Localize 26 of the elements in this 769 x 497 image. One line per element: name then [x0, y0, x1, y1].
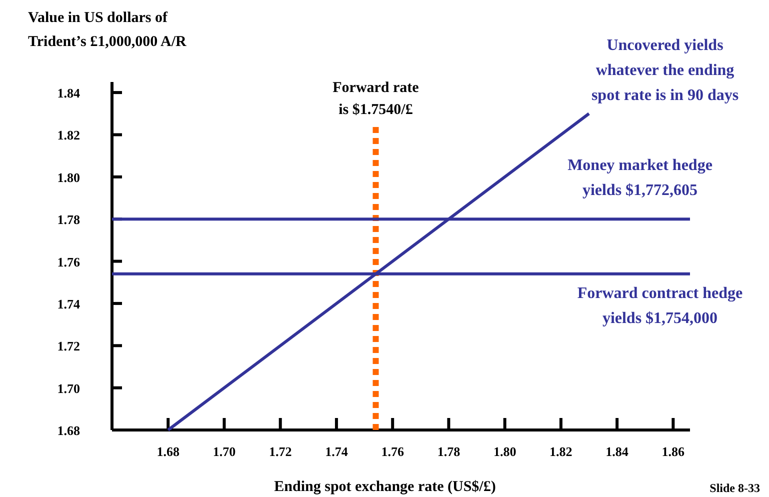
y-tick-label: 1.76 [57, 254, 80, 270]
y-tick-label: 1.82 [57, 128, 80, 143]
y-tick-label: 1.84 [57, 86, 80, 101]
x-tick-label: 1.74 [325, 444, 348, 459]
y-tick-label: 1.78 [57, 212, 80, 228]
y-tick-label: 1.70 [57, 380, 80, 396]
x-tick-label: 1.72 [268, 444, 292, 459]
x-tick-label: 1.70 [212, 444, 236, 459]
series-label: Forward contract hedge yields $1,754,000 [577, 285, 743, 327]
text: Slide 8-33 [710, 481, 760, 495]
y-axis-title: Value in US dollars of Trident’s £1,000,000 A/R [28, 10, 186, 50]
y-tick-label: 1.74 [57, 296, 80, 312]
x-tick-label: 1.68 [156, 444, 180, 459]
y-tick-label: 1.72 [57, 338, 80, 354]
y-tick-label: 1.80 [57, 170, 80, 185]
x-tick-label: 1.82 [550, 444, 572, 459]
x-tick-label: 1.80 [493, 444, 516, 459]
x-tick-label: 1.84 [606, 444, 629, 459]
series-label: Uncovered yields whatever the ending spot rate is in 90 days [591, 37, 739, 104]
x-axis-title: Ending spot exchange rate (US$/£) [274, 479, 496, 495]
x-tick-label: 1.86 [662, 444, 686, 459]
y-tick-label: 1.68 [57, 423, 80, 438]
x-tick-label: 1.78 [437, 444, 461, 459]
series-label: Money market hedge yields $1,772,605 [568, 157, 712, 199]
ref-line-label: Forward rate is $1.7540/£ [332, 80, 420, 118]
x-tick-label: 1.76 [381, 444, 404, 459]
